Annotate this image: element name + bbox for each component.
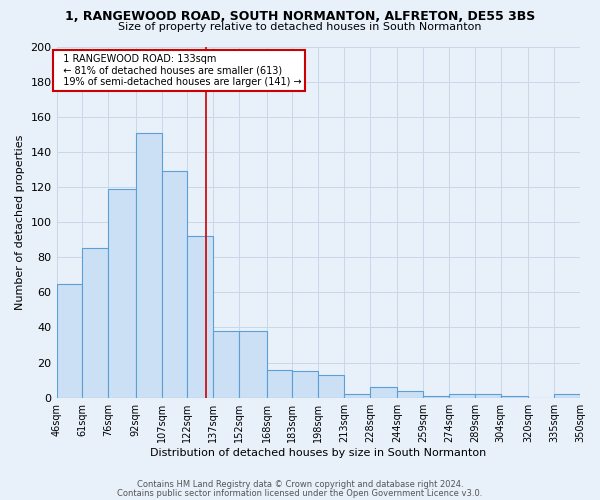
Bar [424, 396, 449, 398]
Bar [239, 331, 266, 398]
Y-axis label: Number of detached properties: Number of detached properties [15, 134, 25, 310]
Text: Contains HM Land Registry data © Crown copyright and database right 2024.: Contains HM Land Registry data © Crown c… [137, 480, 463, 489]
Bar [56, 284, 82, 398]
Bar [449, 394, 475, 398]
Bar [370, 387, 397, 398]
Bar [213, 331, 239, 398]
Bar [318, 375, 344, 398]
Bar [82, 248, 108, 398]
Bar [397, 390, 424, 398]
Text: Contains public sector information licensed under the Open Government Licence v3: Contains public sector information licen… [118, 488, 482, 498]
Bar [161, 171, 187, 398]
Text: Size of property relative to detached houses in South Normanton: Size of property relative to detached ho… [118, 22, 482, 32]
Text: 1, RANGEWOOD ROAD, SOUTH NORMANTON, ALFRETON, DE55 3BS: 1, RANGEWOOD ROAD, SOUTH NORMANTON, ALFR… [65, 10, 535, 23]
Bar [108, 188, 136, 398]
Bar [344, 394, 370, 398]
Bar [187, 236, 213, 398]
Bar [501, 396, 529, 398]
Bar [554, 394, 580, 398]
Text: 1 RANGEWOOD ROAD: 133sqm
  ← 81% of detached houses are smaller (613)
  19% of s: 1 RANGEWOOD ROAD: 133sqm ← 81% of detach… [56, 54, 301, 86]
Bar [136, 132, 161, 398]
Bar [266, 370, 292, 398]
Bar [292, 372, 318, 398]
X-axis label: Distribution of detached houses by size in South Normanton: Distribution of detached houses by size … [150, 448, 487, 458]
Bar [475, 394, 501, 398]
